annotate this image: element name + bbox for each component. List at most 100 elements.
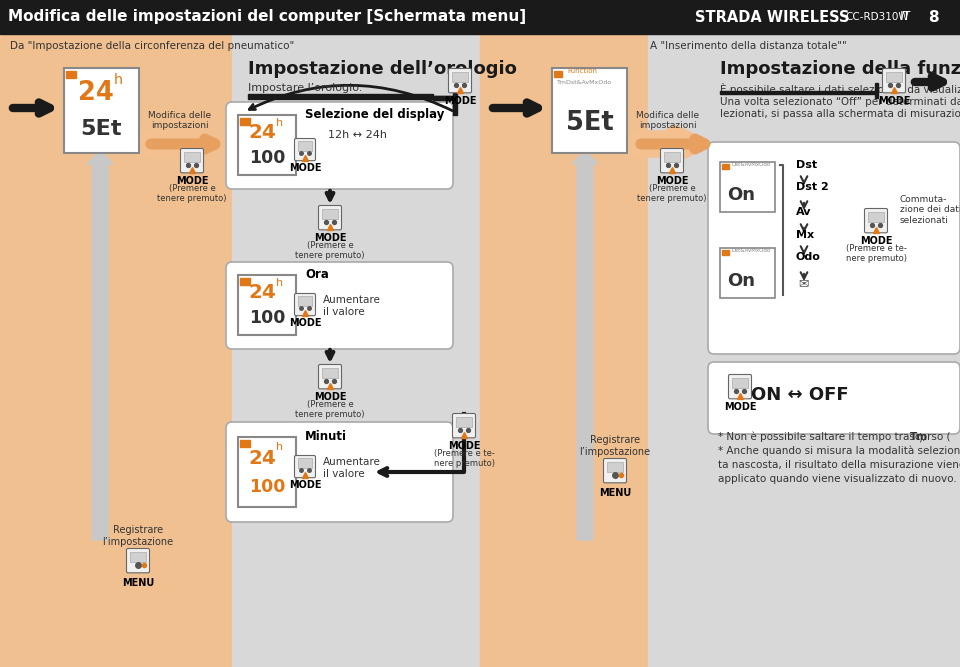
FancyBboxPatch shape: [127, 548, 150, 573]
FancyBboxPatch shape: [226, 262, 453, 349]
Text: MODE: MODE: [314, 392, 347, 402]
Text: (Premere e
tenere premuto): (Premere e tenere premuto): [296, 241, 365, 260]
Text: Av: Av: [796, 207, 811, 217]
Text: MODE: MODE: [656, 176, 688, 186]
Bar: [875, 83, 878, 98]
Bar: [240, 118, 250, 125]
FancyBboxPatch shape: [295, 456, 316, 478]
Bar: [886, 71, 901, 83]
Text: È possibile saltare i dati selezionati da visualizzare.: È possibile saltare i dati selezionati d…: [720, 83, 960, 95]
Text: MODE: MODE: [444, 96, 476, 106]
Bar: [456, 417, 471, 428]
FancyBboxPatch shape: [295, 293, 316, 315]
Bar: [184, 151, 200, 163]
Text: 24: 24: [249, 448, 276, 468]
Text: Registrare
l’impostazione: Registrare l’impostazione: [580, 435, 651, 457]
Text: h: h: [276, 119, 283, 129]
Text: Minuti: Minuti: [305, 430, 347, 443]
Text: Dst&AvMxOdo: Dst&AvMxOdo: [732, 162, 771, 167]
Text: * Anche quando si misura la modalità seleziona-: * Anche quando si misura la modalità sel…: [718, 446, 960, 456]
Text: 5Et: 5Et: [81, 119, 122, 139]
Text: lezionati, si passa alla schermata di misurazione.: lezionati, si passa alla schermata di mi…: [720, 109, 960, 119]
Bar: [238, 115, 296, 175]
Text: MODE: MODE: [289, 318, 322, 328]
Bar: [720, 91, 875, 94]
Text: On: On: [727, 185, 755, 203]
Text: 100: 100: [249, 478, 285, 496]
Text: ta nascosta, il risultato della misurazione viene: ta nascosta, il risultato della misurazi…: [718, 460, 960, 470]
Text: 8: 8: [928, 9, 939, 25]
Text: Mx: Mx: [796, 230, 814, 240]
FancyBboxPatch shape: [180, 149, 204, 173]
Bar: [323, 209, 338, 219]
Text: MODE: MODE: [176, 176, 208, 186]
Text: Dst: Dst: [796, 160, 817, 170]
FancyBboxPatch shape: [708, 362, 960, 434]
Bar: [480, 34, 648, 667]
Text: Da "Impostazione della circonferenza del pneumatico": Da "Impostazione della circonferenza del…: [10, 41, 295, 51]
Bar: [722, 164, 729, 169]
Text: Aumentare
il valore: Aumentare il valore: [323, 295, 381, 317]
Text: MODE: MODE: [289, 163, 322, 173]
Text: MENU: MENU: [599, 488, 631, 498]
Text: Tm: Tm: [910, 432, 928, 442]
Text: A "Inserimento della distanza totale"": A "Inserimento della distanza totale"": [650, 41, 847, 51]
Text: Dst 2: Dst 2: [796, 182, 828, 192]
Text: (Premere e te-
nere premuto): (Premere e te- nere premuto): [434, 449, 494, 468]
Bar: [868, 211, 884, 223]
FancyBboxPatch shape: [226, 422, 453, 522]
Bar: [608, 462, 623, 472]
Text: 24: 24: [249, 283, 276, 303]
Text: MODE: MODE: [447, 441, 480, 451]
Bar: [732, 378, 748, 388]
Bar: [453, 80, 457, 115]
FancyBboxPatch shape: [604, 458, 627, 483]
FancyBboxPatch shape: [319, 205, 342, 230]
Text: MODE: MODE: [724, 402, 756, 412]
Text: MODE: MODE: [289, 480, 322, 490]
FancyArrow shape: [572, 150, 598, 540]
Text: ).: ).: [919, 432, 926, 442]
Text: STRADA WIRELESS: STRADA WIRELESS: [695, 9, 850, 25]
FancyBboxPatch shape: [448, 69, 471, 93]
Text: * Non è possibile saltare il tempo trascorso (: * Non è possibile saltare il tempo trasc…: [718, 432, 950, 442]
Bar: [433, 96, 455, 100]
Text: (Premere e
tenere premuto): (Premere e tenere premuto): [157, 184, 227, 203]
Bar: [248, 94, 433, 99]
Text: Impostazione della funzione: Impostazione della funzione: [720, 60, 960, 78]
Text: 24: 24: [249, 123, 276, 143]
Bar: [554, 71, 562, 77]
Text: 12h ↔ 24h: 12h ↔ 24h: [328, 130, 387, 140]
Bar: [240, 440, 250, 447]
Bar: [552, 68, 627, 153]
Bar: [238, 437, 296, 507]
Bar: [238, 275, 296, 335]
Bar: [720, 248, 775, 298]
Bar: [298, 141, 312, 151]
Bar: [298, 296, 312, 306]
Bar: [722, 250, 729, 255]
Text: (Premere e
tenere premuto): (Premere e tenere premuto): [296, 400, 365, 420]
Bar: [131, 552, 146, 562]
Text: MENU: MENU: [122, 578, 155, 588]
Text: Impostare l’orologio.: Impostare l’orologio.: [248, 83, 362, 93]
Bar: [64, 68, 139, 153]
Text: ON ↔ OFF: ON ↔ OFF: [751, 386, 849, 404]
Text: 100: 100: [249, 309, 285, 327]
Bar: [232, 34, 480, 667]
Bar: [664, 151, 680, 163]
Bar: [240, 278, 250, 285]
Text: Una volta selezionato “Off” per determinati dati se-: Una volta selezionato “Off” per determin…: [720, 97, 960, 107]
Text: Modifica delle
impostazioni: Modifica delle impostazioni: [149, 111, 211, 130]
Text: Modifica delle
impostazioni: Modifica delle impostazioni: [636, 111, 700, 130]
FancyBboxPatch shape: [319, 364, 342, 389]
Bar: [323, 368, 338, 378]
FancyArrow shape: [87, 150, 113, 540]
Text: CC-RD310W: CC-RD310W: [845, 12, 908, 22]
Text: Selezione del display: Selezione del display: [305, 108, 444, 121]
Text: h: h: [276, 278, 283, 288]
Text: MODE: MODE: [877, 96, 910, 106]
Text: h: h: [276, 442, 283, 452]
Bar: [720, 162, 775, 212]
Bar: [66, 71, 76, 78]
